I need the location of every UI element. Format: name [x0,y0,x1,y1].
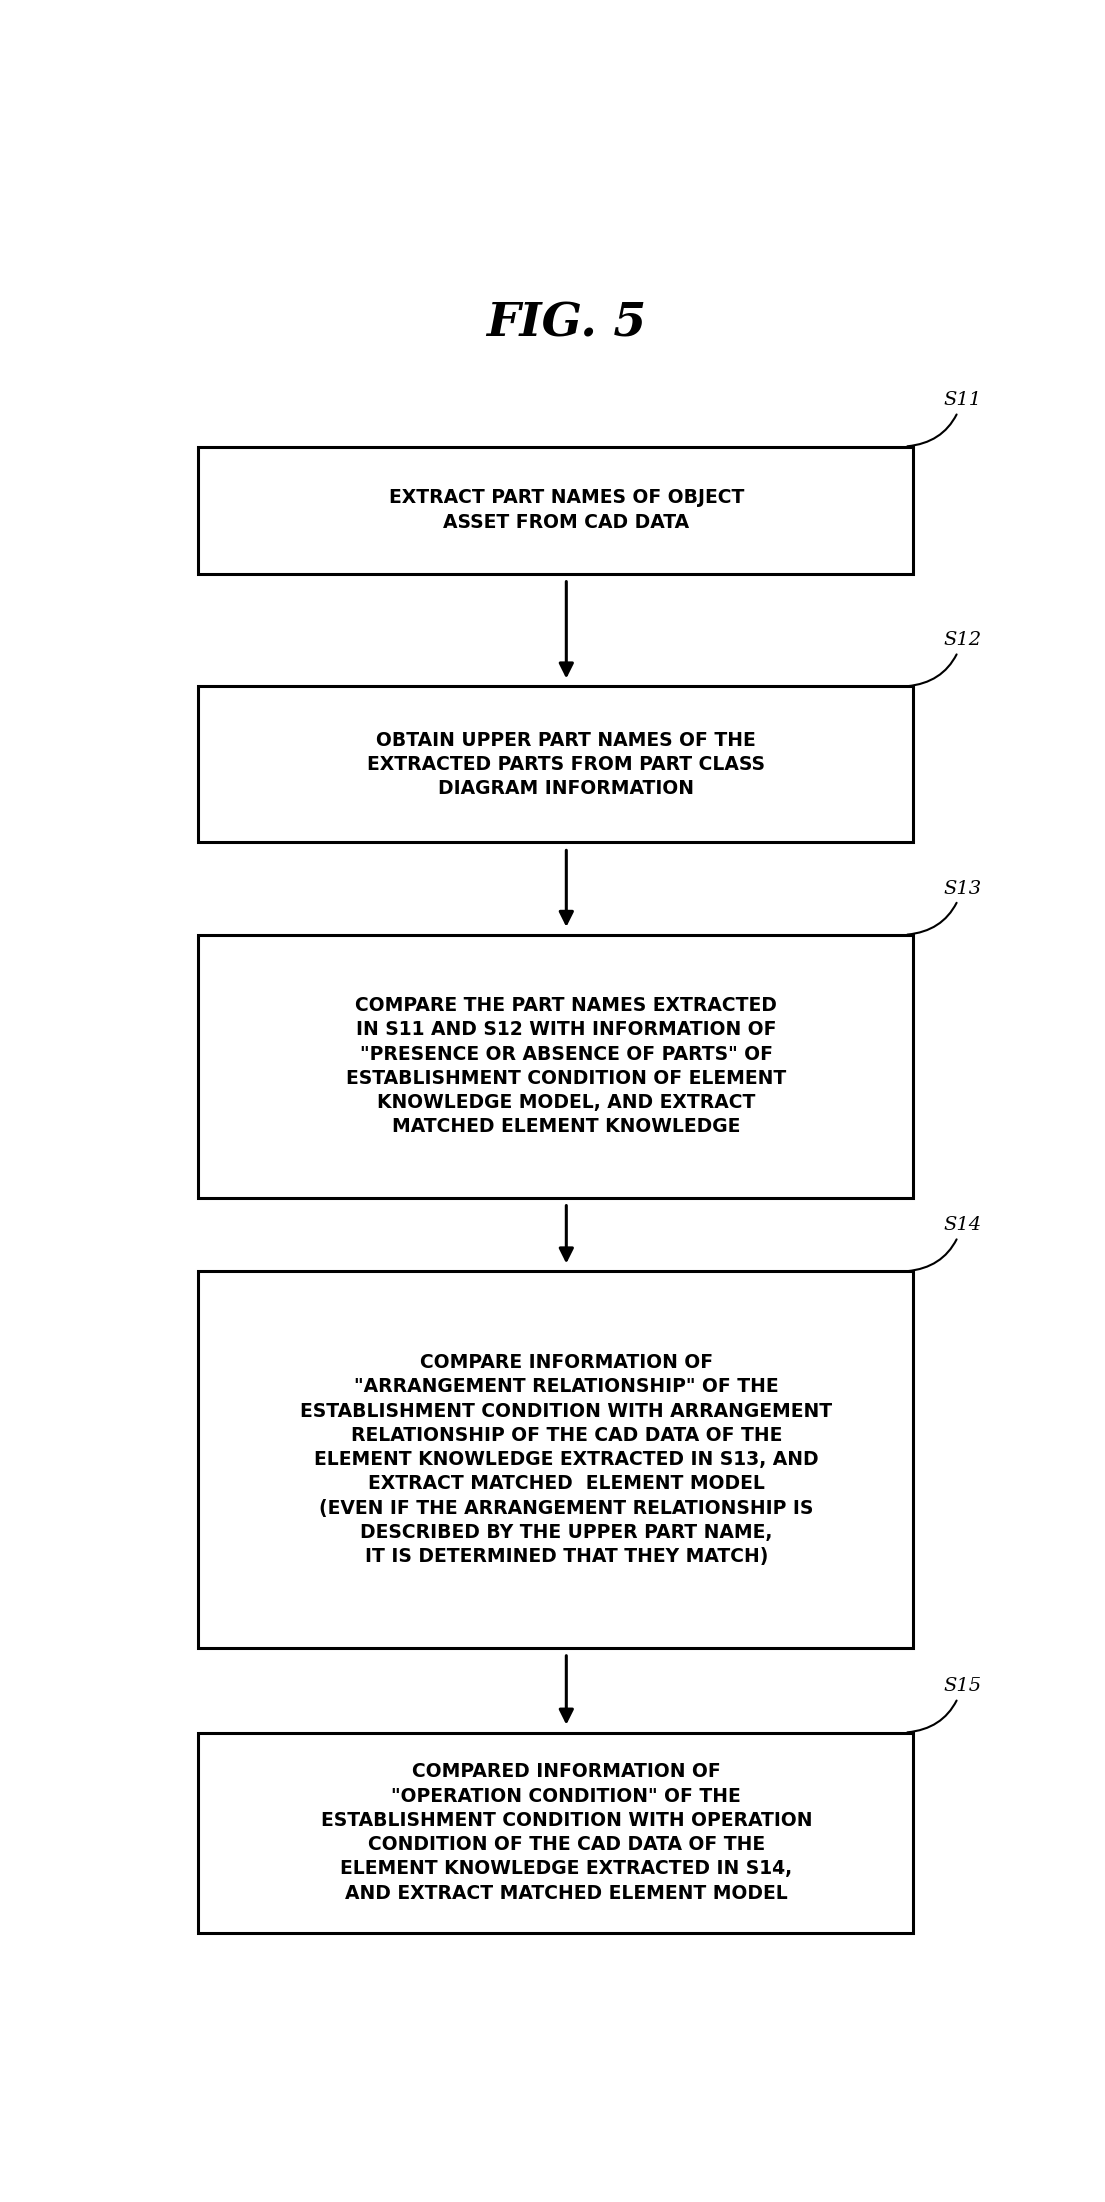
FancyBboxPatch shape [198,1733,913,1933]
Text: FIG. 5: FIG. 5 [486,302,646,346]
Text: OBTAIN UPPER PART NAMES OF THE
EXTRACTED PARTS FROM PART CLASS
DIAGRAM INFORMATI: OBTAIN UPPER PART NAMES OF THE EXTRACTED… [367,731,766,797]
Text: S13: S13 [907,879,981,934]
FancyBboxPatch shape [198,687,913,843]
Text: COMPARE THE PART NAMES EXTRACTED
IN S11 AND S12 WITH INFORMATION OF
"PRESENCE OR: COMPARE THE PART NAMES EXTRACTED IN S11 … [346,995,787,1136]
Text: S12: S12 [907,632,981,687]
FancyBboxPatch shape [198,447,913,575]
Text: COMPARED INFORMATION OF
"OPERATION CONDITION" OF THE
ESTABLISHMENT CONDITION WIT: COMPARED INFORMATION OF "OPERATION CONDI… [320,1762,812,1903]
Text: COMPARE INFORMATION OF
"ARRANGEMENT RELATIONSHIP" OF THE
ESTABLISHMENT CONDITION: COMPARE INFORMATION OF "ARRANGEMENT RELA… [301,1352,832,1566]
Text: S11: S11 [907,392,981,447]
Text: S15: S15 [907,1678,981,1733]
Text: S14: S14 [907,1216,981,1271]
FancyBboxPatch shape [198,936,913,1198]
FancyBboxPatch shape [198,1271,913,1647]
Text: EXTRACT PART NAMES OF OBJECT
ASSET FROM CAD DATA: EXTRACT PART NAMES OF OBJECT ASSET FROM … [389,489,744,531]
